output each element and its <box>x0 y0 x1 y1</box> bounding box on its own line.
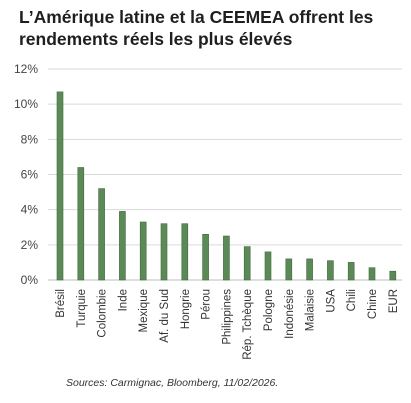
gridlines <box>48 68 402 281</box>
x-tick-label: Hongrie <box>180 289 192 329</box>
y-tick-label: 8% <box>21 132 39 146</box>
x-tick-label: USA <box>325 289 337 313</box>
bar <box>327 260 334 281</box>
x-tick-label: Inde <box>117 289 129 311</box>
x-tick-label: Indonésie <box>284 289 296 339</box>
y-tick-label: 6% <box>21 168 39 182</box>
bar <box>306 258 313 281</box>
bar <box>98 188 105 281</box>
y-axis-ticks: 0% 2% 4% 6% 8% 10% 12% <box>14 62 38 287</box>
bars <box>56 91 397 281</box>
x-tick-label: Rép. Tchèque <box>242 289 254 360</box>
y-tick-label: 10% <box>14 97 38 111</box>
x-tick-label: Chine <box>367 289 379 319</box>
bar <box>77 167 85 281</box>
y-tick-label: 2% <box>21 238 39 252</box>
x-tick-label: Af. du Sud <box>159 289 171 343</box>
bar <box>139 221 147 281</box>
x-tick-label: Mexique <box>138 289 150 332</box>
x-tick-label: Pérou <box>201 289 213 320</box>
x-tick-label: Malaisie <box>305 289 317 331</box>
x-tick-label: Turquie <box>76 289 88 328</box>
bar <box>181 223 189 281</box>
chart-title: L’Amérique latine et la CEEMEA offrent l… <box>19 7 374 49</box>
bar <box>223 235 230 281</box>
x-tick-label: Chili <box>346 289 358 311</box>
bar <box>347 262 355 281</box>
bar <box>243 246 251 281</box>
bar <box>56 91 64 281</box>
source-note: Sources: Carmignac, Bloomberg, 11/02/202… <box>66 377 279 389</box>
x-tick-label: Colombie <box>97 289 109 338</box>
bar <box>285 258 293 281</box>
x-tick-label: Brésil <box>55 289 67 318</box>
y-tick-label: 12% <box>14 62 38 76</box>
y-tick-label: 0% <box>21 273 39 287</box>
bar <box>264 251 272 281</box>
bar <box>389 270 397 281</box>
x-tick-label: EUR <box>388 289 400 313</box>
y-tick-label: 4% <box>21 203 39 217</box>
bar <box>368 267 376 281</box>
x-tick-label: Pologne <box>263 289 275 331</box>
bar <box>160 223 168 281</box>
x-tick-label: Philippines <box>221 289 233 345</box>
x-axis-ticks: Brésil Turquie Colombie Inde Mexique Af. du S… <box>55 289 400 360</box>
bar <box>202 234 209 281</box>
bar <box>119 211 126 281</box>
